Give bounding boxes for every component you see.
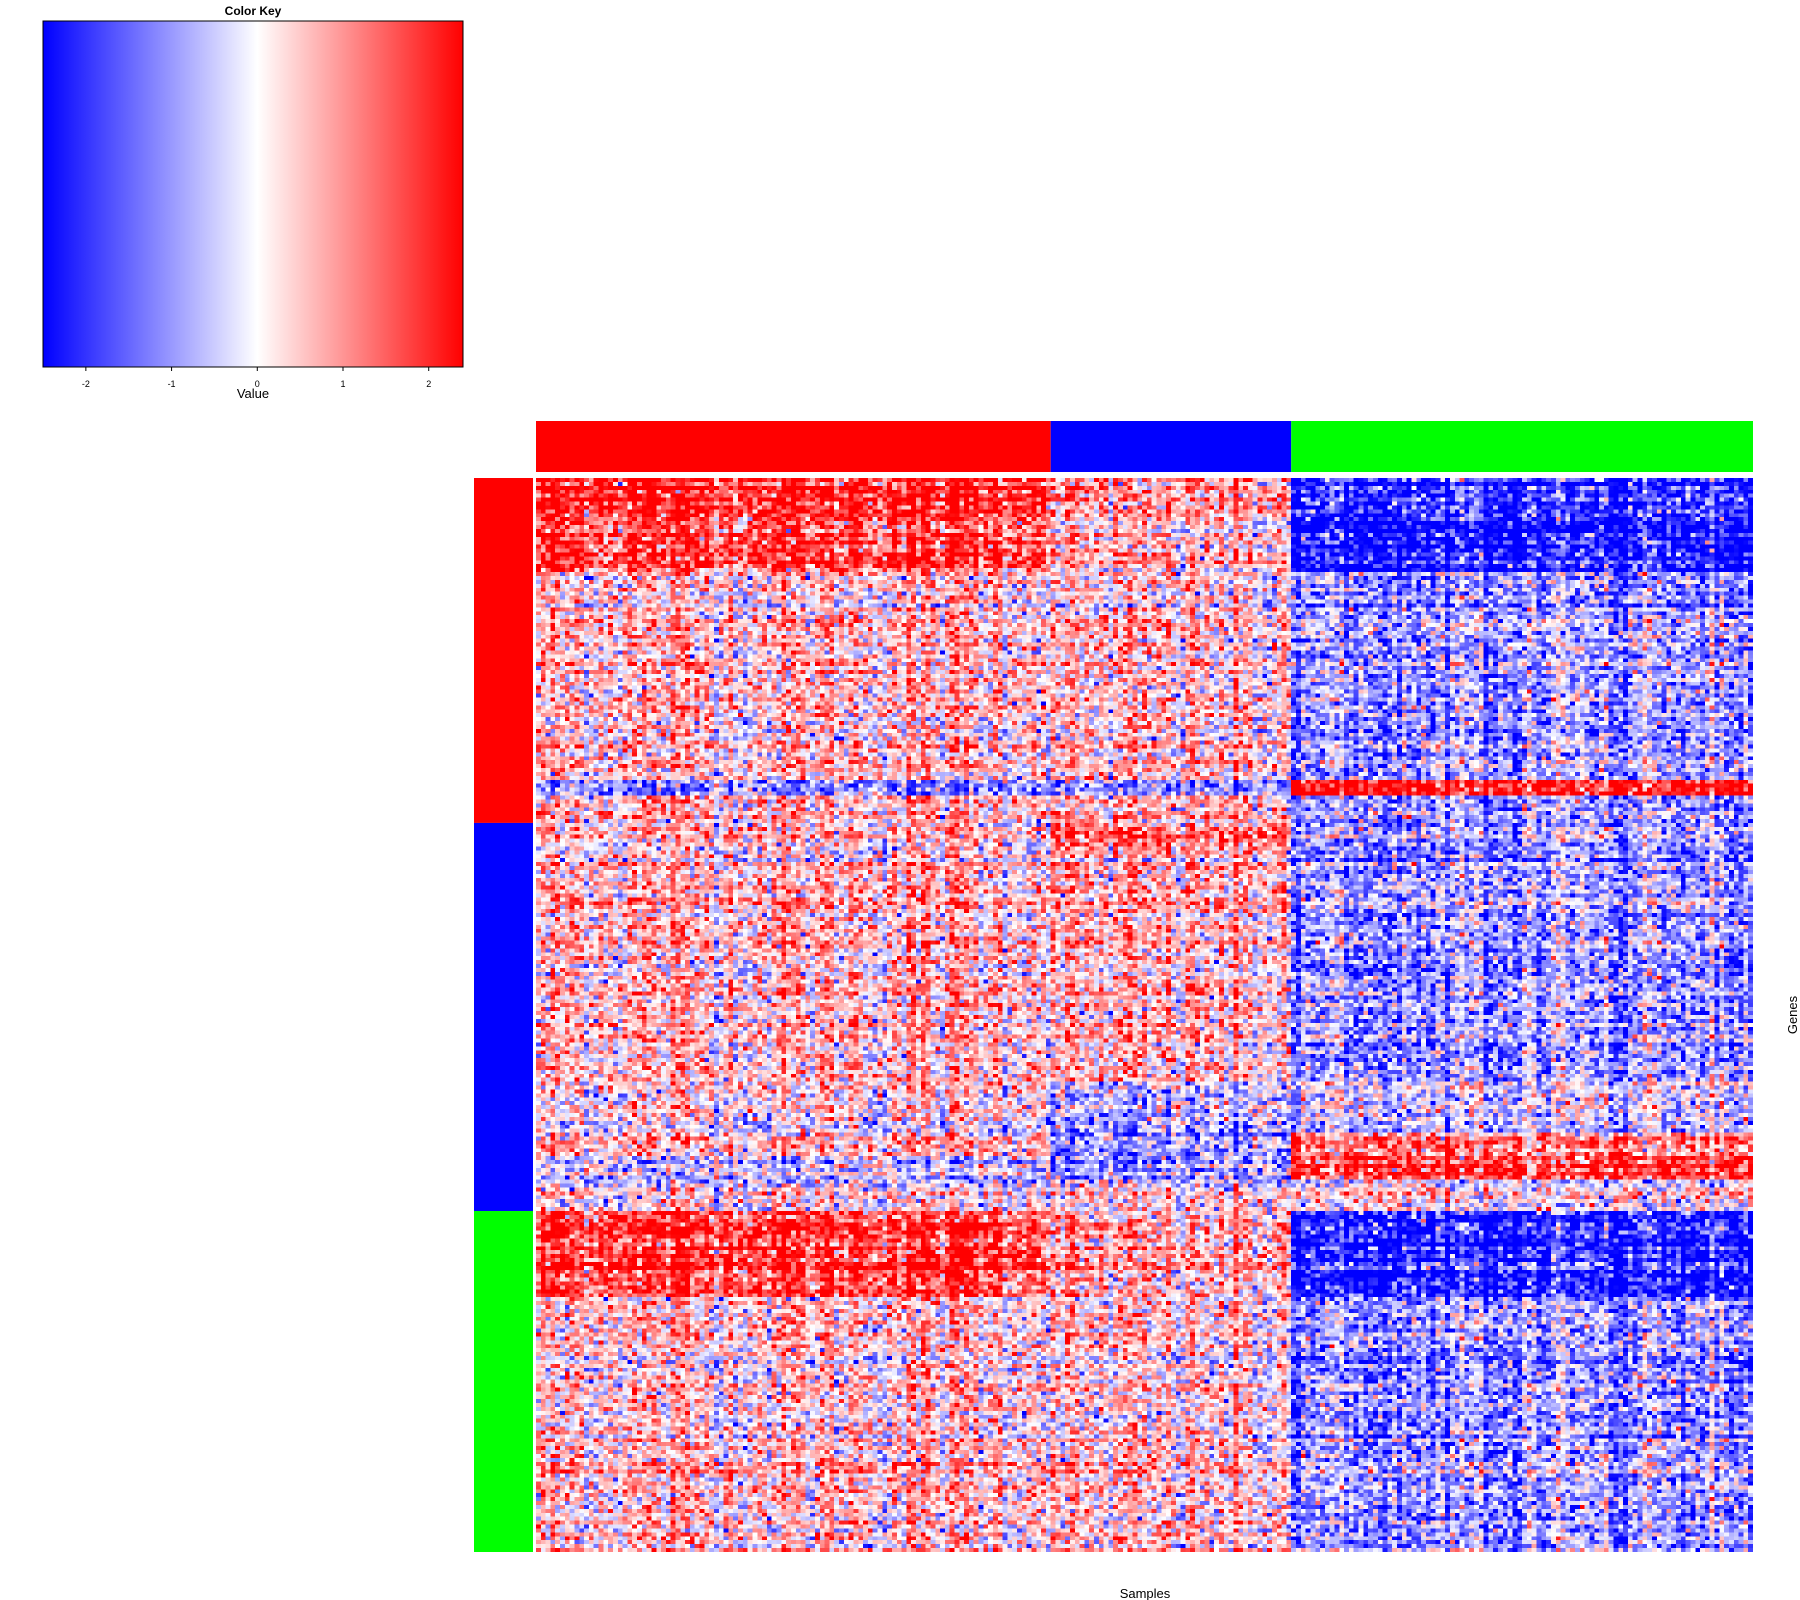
color-key: Color Key -2 -1 0 1 2 Value: [42, 4, 464, 401]
color-key-ticks: -2 -1 0 1 2: [82, 367, 431, 389]
color-key-value-label: Value: [237, 386, 269, 401]
color-key-title: Color Key: [225, 4, 282, 18]
row-side-colors: [474, 478, 533, 1552]
column-side-color-group-3: [1291, 421, 1753, 472]
color-key-gradient: [42, 20, 464, 368]
color-key-tick-label: 2: [426, 379, 431, 389]
column-side-color-group-2: [1050, 421, 1292, 472]
color-key-tick-label: -1: [168, 379, 176, 389]
color-key-tick-label: 1: [340, 379, 345, 389]
row-side-color-group-3: [474, 1210, 533, 1552]
column-side-colors: [536, 421, 1753, 472]
row-side-color-group-2: [474, 822, 533, 1211]
x-axis-label: Samples: [1120, 1586, 1171, 1600]
heatmap-matrix: [536, 478, 1753, 1552]
color-key-tick-label: -2: [82, 379, 90, 389]
y-axis-label: Genes: [1785, 995, 1800, 1034]
color-key-tick-label: 0: [255, 379, 260, 389]
column-side-color-group-1: [536, 421, 1051, 472]
row-side-color-group-1: [474, 478, 533, 823]
